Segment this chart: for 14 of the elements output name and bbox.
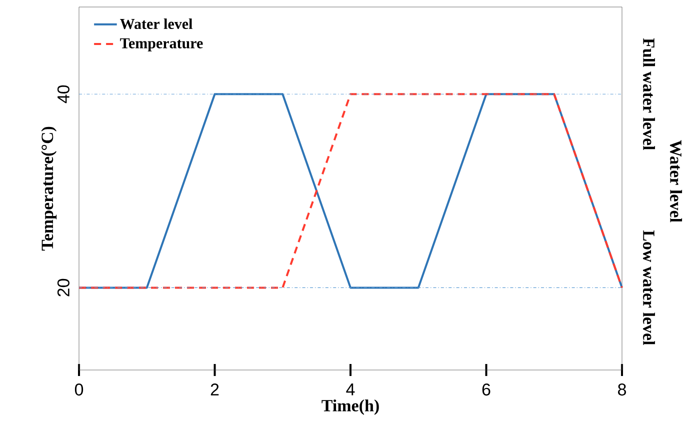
x-tick-label: 2	[210, 384, 219, 396]
x-tick-label: 6	[482, 384, 490, 396]
x-tick-label: 0	[74, 384, 84, 396]
x-tick-label: 4	[346, 384, 355, 396]
x-tick-label: 8	[618, 384, 626, 396]
y-tick-label: 20	[57, 278, 70, 296]
legend-label: Temperature	[120, 38, 203, 52]
text: Water level	[670, 140, 682, 222]
x-axis-title: Time(h)	[322, 399, 379, 415]
y-tick-label: 40	[57, 85, 70, 104]
y-axis-title: Temperature(°C)	[41, 126, 57, 251]
legend-label: Water level	[120, 18, 192, 30]
ref-line-label: Low water level	[643, 230, 655, 346]
ref-line-label: Full water level	[643, 38, 655, 150]
